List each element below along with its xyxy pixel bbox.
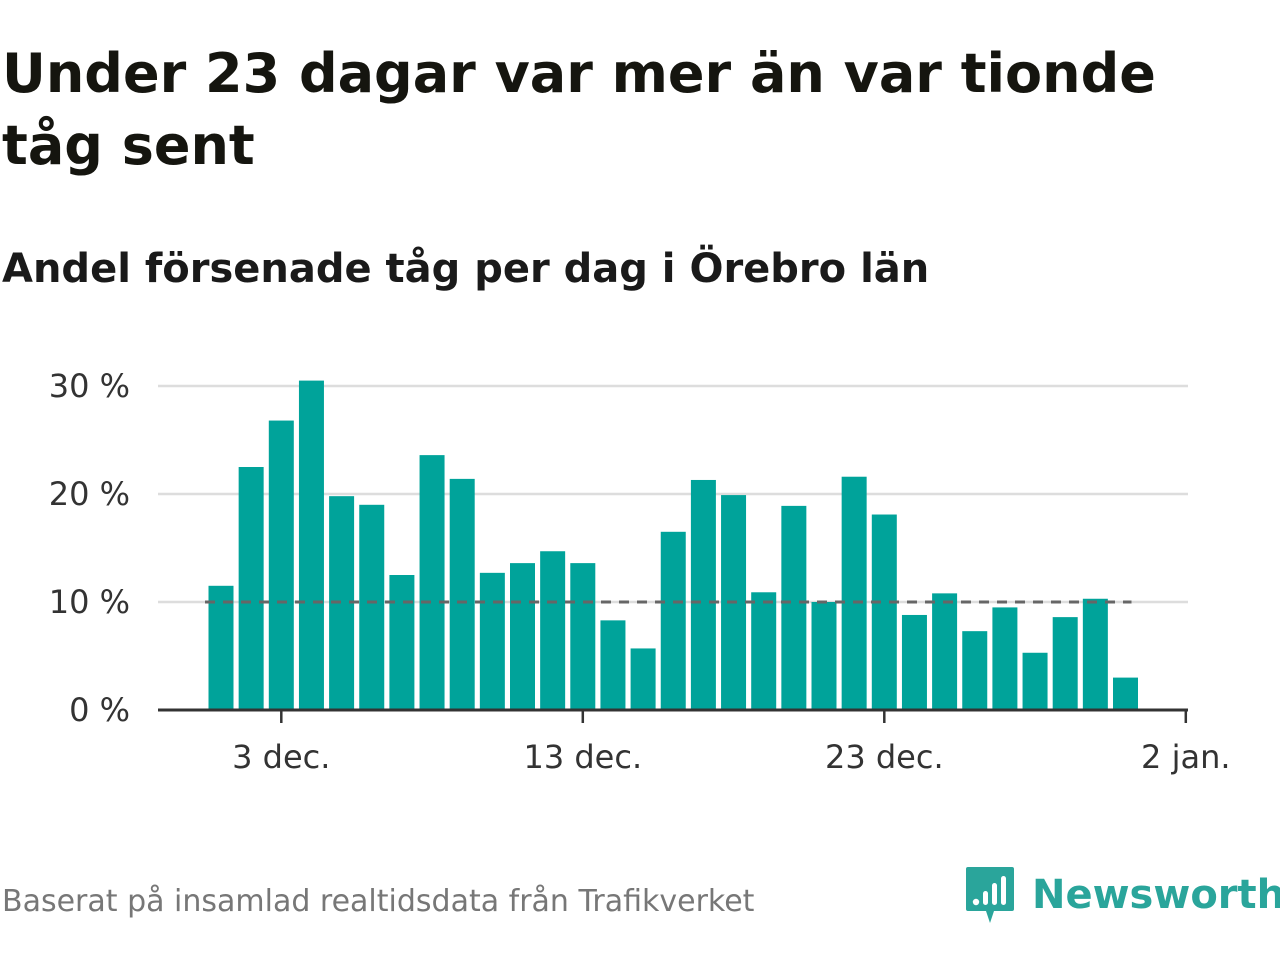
bar bbox=[359, 504, 385, 710]
bar bbox=[540, 551, 566, 710]
bar bbox=[1052, 617, 1078, 710]
bar bbox=[901, 614, 927, 710]
bar bbox=[630, 648, 656, 710]
bar bbox=[660, 531, 686, 710]
x-tick-label: 13 dec. bbox=[523, 738, 642, 776]
bar bbox=[841, 476, 867, 710]
bar bbox=[1113, 677, 1138, 710]
bar bbox=[751, 592, 777, 710]
newsworthy-logo-icon bbox=[966, 867, 1014, 923]
bar-chart: 0 % 10 % 20 % 30 % 3 dec. 13 dec. 23 dec. 2 ja… bbox=[49, 367, 1231, 776]
brand[interactable]: Newsworthy bbox=[964, 864, 1280, 926]
chart-subtitle: Andel försenade tåg per dag i Örebro län bbox=[2, 246, 930, 292]
y-tick-label: 10 % bbox=[49, 583, 130, 621]
bar bbox=[298, 380, 324, 710]
bar bbox=[479, 572, 505, 710]
bar bbox=[268, 420, 294, 710]
bar bbox=[510, 563, 535, 710]
bar bbox=[962, 631, 988, 710]
y-tick-label: 30 % bbox=[49, 367, 130, 405]
x-tick-label: 2 jan. bbox=[1141, 738, 1230, 776]
bar bbox=[811, 602, 837, 710]
x-tick-label: 23 dec. bbox=[825, 738, 944, 776]
bar bbox=[781, 505, 807, 710]
bar bbox=[419, 455, 445, 710]
bar bbox=[871, 514, 897, 710]
bar bbox=[1022, 652, 1048, 710]
bar bbox=[690, 479, 716, 710]
chart-title: Under 23 dagar var mer än var tionde tåg… bbox=[2, 42, 1156, 177]
bar bbox=[570, 563, 596, 710]
y-tick-label: 20 % bbox=[49, 475, 130, 513]
x-axis-ticks: 3 dec. 13 dec. 23 dec. 2 jan. bbox=[232, 710, 1231, 776]
bar bbox=[600, 620, 626, 710]
bar bbox=[238, 467, 264, 710]
y-axis-ticks: 0 % 10 % 20 % 30 % bbox=[49, 367, 130, 729]
bar bbox=[992, 607, 1018, 710]
brand-name: Newsworthy bbox=[1032, 872, 1280, 918]
bar bbox=[389, 575, 415, 710]
bar bbox=[1082, 598, 1108, 710]
source-note: Baserat på insamlad realtidsdata från Tr… bbox=[2, 884, 755, 919]
bars bbox=[208, 380, 1138, 710]
bar bbox=[449, 478, 475, 710]
bar bbox=[932, 593, 958, 710]
y-tick-label: 0 % bbox=[69, 691, 130, 729]
x-tick-label: 3 dec. bbox=[232, 738, 330, 776]
bar bbox=[208, 585, 234, 710]
